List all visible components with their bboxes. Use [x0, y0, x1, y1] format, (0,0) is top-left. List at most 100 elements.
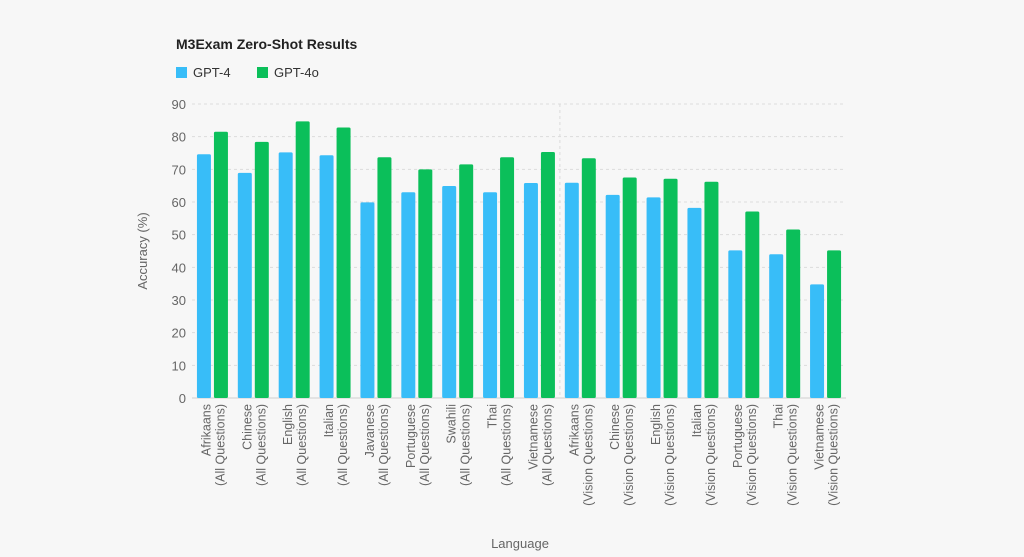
x-tick-label-line: Thai — [772, 404, 786, 428]
bar-gpt4 — [605, 194, 620, 398]
x-tick-label: Thai(All Questions) — [486, 404, 514, 486]
bar-gpt4o — [786, 229, 801, 398]
x-tick-label-line: (All Questions) — [540, 404, 554, 486]
x-tick-label-line: English — [649, 404, 663, 445]
x-tick-label-line: (All Questions) — [254, 404, 268, 486]
x-tick-label: Swahili(All Questions) — [445, 404, 473, 486]
bar-gpt4o — [254, 141, 269, 399]
x-tick-label-line: (Vision Questions) — [786, 404, 800, 506]
y-tick-label: 50 — [172, 228, 186, 243]
x-tick-label-line: Italian — [322, 404, 336, 437]
x-tick-label: Afrikaans(All Questions) — [199, 404, 227, 486]
y-tick-label: 90 — [172, 97, 186, 112]
bar-gpt4 — [442, 185, 457, 398]
bar-gpt4o — [827, 250, 842, 398]
x-tick-label-line: Afrikaans — [567, 404, 581, 456]
bar-gpt4o — [663, 178, 678, 398]
bar-gpt4o — [295, 121, 310, 399]
bar-gpt4 — [278, 152, 293, 398]
bar-gpt4 — [810, 284, 825, 398]
bar-gpt4o — [336, 127, 351, 399]
x-tick-label: Vietnamese(All Questions) — [526, 404, 554, 486]
x-tick-label-line: Afrikaans — [199, 404, 213, 456]
x-tick-label-line: English — [281, 404, 295, 445]
x-tick-label-line: Thai — [486, 404, 500, 428]
x-tick-label-line: Portuguese — [404, 404, 418, 468]
x-tick-label-line: Italian — [690, 404, 704, 437]
legend-item-gpt4: GPT-4 — [176, 65, 231, 80]
bar-gpt4o — [459, 164, 474, 398]
legend-item-gpt4o: GPT-4o — [257, 65, 319, 80]
y-tick-label: 10 — [172, 358, 186, 373]
bar-gpt4o — [377, 157, 392, 398]
x-tick-label-line: Portuguese — [731, 404, 745, 468]
x-tick-label: Portuguese(All Questions) — [404, 404, 432, 486]
x-tick-label-line: (Vision Questions) — [622, 404, 636, 506]
x-tick-label-line: Vietnamese — [526, 404, 540, 470]
x-tick-label: English(Vision Questions) — [649, 404, 677, 506]
bar-gpt4o — [213, 131, 228, 398]
bar-gpt4 — [360, 202, 375, 398]
bar-gpt4 — [401, 192, 416, 398]
bar-gpt4o — [622, 177, 637, 398]
bar-gpt4o — [540, 152, 555, 398]
x-tick-label: Italian(Vision Questions) — [690, 404, 718, 506]
x-tick-label-line: (All Questions) — [418, 404, 432, 486]
x-tick-label: English(All Questions) — [281, 404, 309, 486]
bar-gpt4 — [319, 155, 334, 398]
y-axis-title: Accuracy (%) — [135, 212, 150, 289]
x-tick-label-line: (Vision Questions) — [745, 404, 759, 506]
x-tick-label: Italian(All Questions) — [322, 404, 350, 486]
bar-gpt4 — [196, 154, 211, 398]
y-tick-label: 0 — [179, 391, 186, 406]
x-tick-label-line: Chinese — [240, 404, 254, 450]
x-tick-label-line: (All Questions) — [500, 404, 514, 486]
x-tick-label-line: (All Questions) — [213, 404, 227, 486]
legend-label: GPT-4 — [193, 65, 231, 80]
x-tick-label: Chinese(Vision Questions) — [608, 404, 636, 506]
x-tick-label-line: Swahili — [445, 404, 459, 444]
y-tick-label: 60 — [172, 195, 186, 210]
y-tick-label: 20 — [172, 326, 186, 341]
x-tick-label: Vietnamese(Vision Questions) — [813, 404, 841, 506]
chart-title: M3Exam Zero-Shot Results — [176, 36, 358, 52]
bar-gpt4o — [704, 181, 719, 398]
y-tick-label: 40 — [172, 260, 186, 275]
bar-gpt4 — [237, 172, 252, 398]
bar-gpt4o — [581, 158, 596, 398]
bar-gpt4o — [500, 157, 515, 398]
legend-swatch-gpt4o — [257, 67, 268, 78]
x-tick-label-line: (All Questions) — [459, 404, 473, 486]
x-tick-label-line: Javanese — [363, 404, 377, 458]
x-tick-label-line: Vietnamese — [813, 404, 827, 470]
legend-swatch-gpt4 — [176, 67, 187, 78]
x-tick-label-line: Chinese — [608, 404, 622, 450]
x-tick-label: Chinese(All Questions) — [240, 404, 268, 486]
bar-gpt4 — [769, 254, 784, 398]
x-tick-label: Portuguese(Vision Questions) — [731, 404, 759, 506]
x-tick-label-line: (All Questions) — [295, 404, 309, 486]
x-tick-label-line: (Vision Questions) — [581, 404, 595, 506]
bar-gpt4 — [523, 183, 538, 398]
bar-gpt4 — [728, 250, 743, 398]
x-axis-title: Language — [491, 536, 549, 551]
x-tick-label-line: (Vision Questions) — [704, 404, 718, 506]
x-tick-label-line: (All Questions) — [336, 404, 350, 486]
x-tick-label-line: (Vision Questions) — [827, 404, 841, 506]
bar-gpt4o — [418, 169, 433, 398]
x-tick-label: Afrikaans(Vision Questions) — [567, 404, 595, 506]
bar-gpt4 — [687, 207, 702, 398]
y-tick-label: 30 — [172, 293, 186, 308]
y-tick-label: 70 — [172, 162, 186, 177]
x-tick-label: Javanese(All Questions) — [363, 404, 391, 486]
bar-gpt4 — [483, 192, 498, 398]
bar-gpt4 — [564, 182, 579, 398]
x-tick-label-line: (All Questions) — [377, 404, 391, 486]
bar-gpt4o — [745, 211, 760, 398]
x-tick-label: Thai(Vision Questions) — [772, 404, 800, 506]
bar-gpt4 — [646, 197, 661, 398]
legend-label: GPT-4o — [274, 65, 319, 80]
y-tick-label: 80 — [172, 130, 186, 145]
x-tick-label-line: (Vision Questions) — [663, 404, 677, 506]
